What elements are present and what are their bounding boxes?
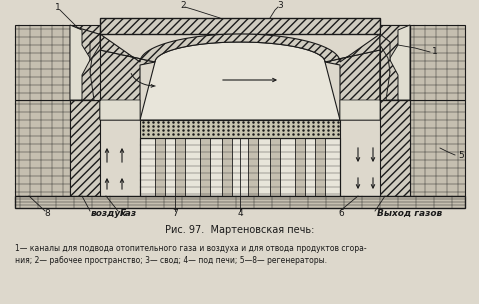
Polygon shape [380,34,398,100]
Bar [270,138,280,196]
Bar [15,100,70,196]
Bar [70,25,100,100]
Text: 5: 5 [458,150,464,160]
Text: 2: 2 [180,1,186,9]
Polygon shape [390,25,410,100]
Bar [15,18,465,210]
Bar [140,138,340,196]
Bar [248,138,258,196]
Polygon shape [325,34,380,120]
Text: 4: 4 [237,209,243,217]
Bar [410,100,465,196]
Polygon shape [100,34,155,120]
Polygon shape [82,34,100,100]
Polygon shape [100,34,380,62]
Polygon shape [340,55,390,120]
Polygon shape [90,55,140,120]
Bar [380,100,410,196]
Text: 1— каналы для подвода отопительного газа и воздуха и для отвода продуктов сгора-: 1— каналы для подвода отопительного газа… [15,244,366,253]
Text: ния; 2— рабочее пространство; 3— свод; 4— под печи; 5—8— регенераторы.: ния; 2— рабочее пространство; 3— свод; 4… [15,256,327,265]
Text: 1: 1 [432,47,438,57]
Bar [222,138,232,196]
Text: Рис. 97.  Мартеновская печь:: Рис. 97. Мартеновская печь: [165,225,315,235]
Text: Газ: Газ [120,209,137,217]
Bar [295,138,305,196]
Bar [410,25,465,100]
Bar [380,25,410,100]
Bar [175,138,185,196]
Text: 1: 1 [55,4,61,12]
Bar [200,138,210,196]
Polygon shape [140,42,340,120]
Bar [155,138,165,196]
Text: 3: 3 [277,1,283,9]
Text: 7: 7 [172,209,178,217]
Bar [140,138,340,196]
Text: воздух: воздух [91,209,127,217]
Text: 6: 6 [338,209,344,217]
Bar [315,138,325,196]
Polygon shape [70,25,100,100]
Bar [15,25,70,100]
Bar [100,18,380,34]
Text: Выход газов: Выход газов [377,209,442,217]
Bar [70,100,100,196]
Polygon shape [70,25,90,100]
Bar [15,196,465,208]
Bar [140,120,340,138]
Text: 8: 8 [44,209,50,217]
Polygon shape [380,25,410,100]
